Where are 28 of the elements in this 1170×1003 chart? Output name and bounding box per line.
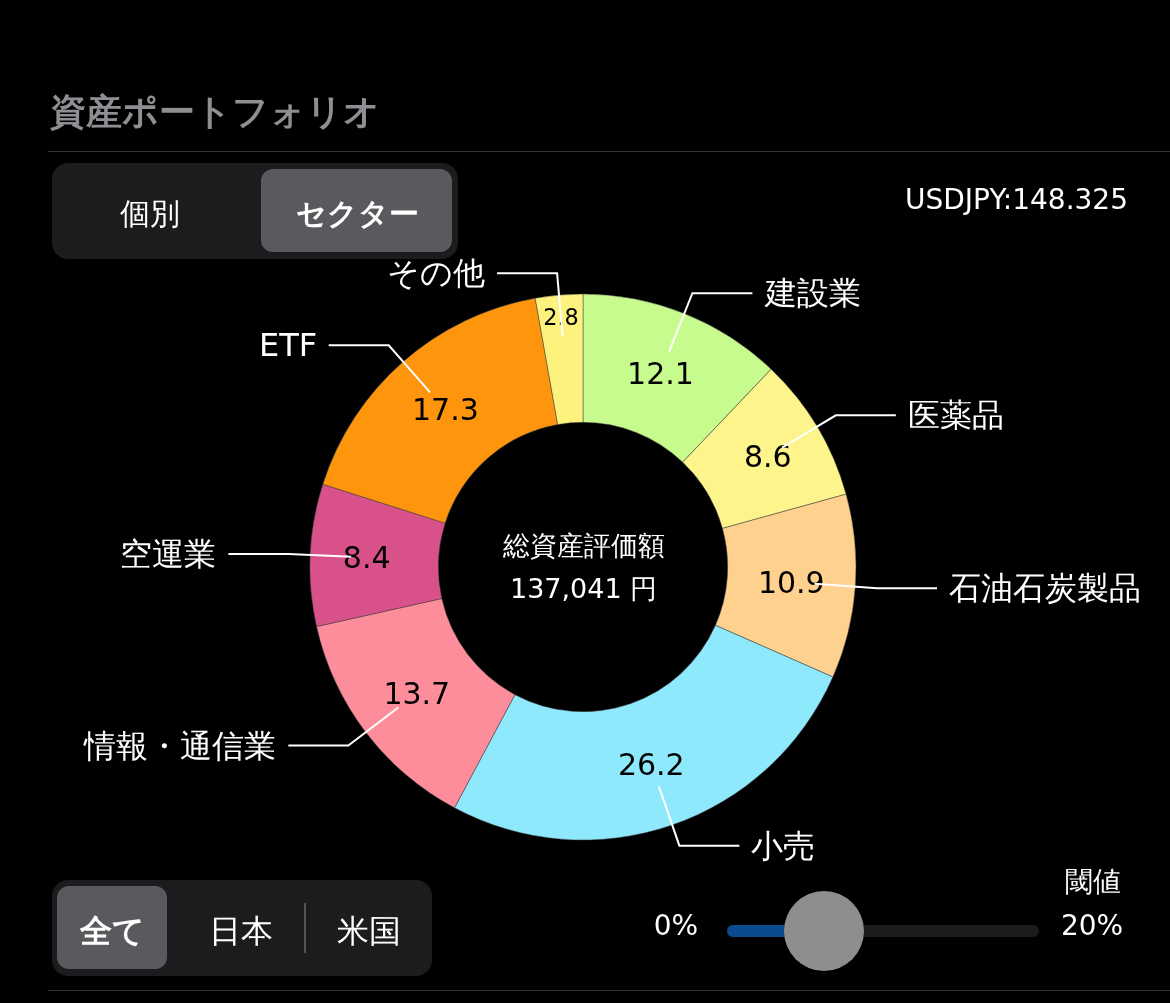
text: 137,041 円 [510,573,658,604]
text: 個別 [120,195,180,233]
slice-label: 空運業 [120,535,216,573]
data-label: 10.9 [757,564,825,600]
data-label: 12.1 [627,355,694,391]
text: 0% [653,909,699,943]
chart-title: 資産ポートフォリオ [50,90,380,134]
text: 米国 [337,910,401,952]
data-label: 13.7 [383,675,451,711]
data-label: 8.6 [743,438,792,474]
text: 総資産評価額 [502,530,665,561]
text: 閾値 [1065,864,1121,901]
data-label: 8.4 [342,539,391,575]
data-label: 2.8 [543,303,579,330]
slice-label: ETF [259,326,318,364]
text: 全て [79,910,145,952]
text: USDJPY:148.325 [905,183,1128,217]
slice-label: 石油石炭製品 [949,569,1141,607]
slice-label: 情報・通信業 [83,727,276,765]
text: 日本 [209,910,273,952]
slice-label: その他 [387,254,485,292]
slice-label: 小売 [751,827,815,865]
slice-label: 医薬品 [908,396,1004,434]
slice-label: 建設業 [764,274,861,312]
data-label: 17.3 [411,392,479,428]
data-label: 26.2 [617,746,685,782]
text: 20% [1060,909,1124,943]
text: セクター [295,195,419,233]
